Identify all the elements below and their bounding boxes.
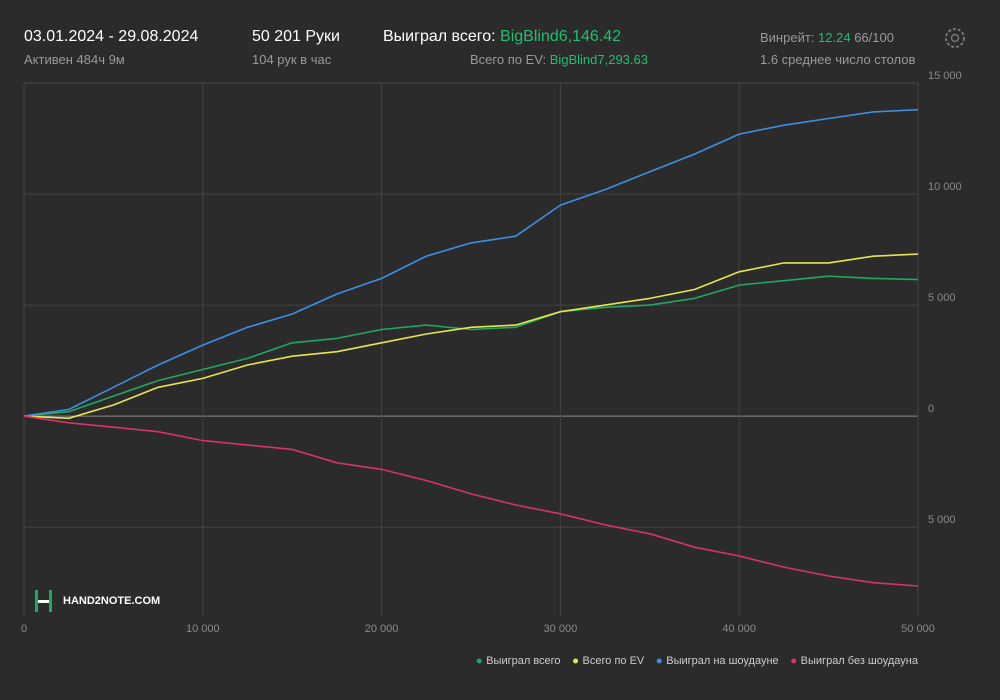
legend-label: Выиграл без шоудауна: [801, 655, 919, 667]
series-line: [23, 108, 919, 417]
legend-marker: [476, 658, 482, 664]
series-line: [23, 415, 919, 587]
legend-marker: [656, 658, 662, 664]
y-tick-label: 5 000: [928, 514, 956, 526]
grid: [23, 82, 919, 616]
ev-label: Всего по EV:: [470, 52, 547, 67]
series-line: [23, 253, 919, 420]
legend-marker: [573, 658, 579, 664]
y-tick-label: 5 000: [928, 292, 956, 304]
ev-total: Всего по EV: BigBlind7,293.63: [470, 52, 648, 67]
y-tick-label: 10 000: [928, 181, 962, 193]
x-tick-label: 30 000: [544, 623, 578, 635]
tables: 1.6 среднее число столов: [760, 52, 916, 67]
y-tick-label: 15 000: [928, 70, 962, 82]
logo-icon: [35, 590, 52, 612]
x-tick-label: 40 000: [722, 623, 756, 635]
x-tick-label: 50 000: [901, 623, 935, 635]
winrate: Винрейт: 12.24 66/100: [760, 30, 894, 45]
date-range: 03.01.2024 - 29.08.2024: [24, 28, 199, 45]
legend-label: Выиграл на шоудауне: [666, 655, 778, 667]
settings-icon[interactable]: [945, 28, 965, 48]
winrate-ratio: 66/100: [854, 30, 894, 45]
x-tick-label: 10 000: [186, 623, 220, 635]
x-tick-label: 0: [21, 623, 27, 635]
active-time: Активен 484ч 9м: [24, 52, 125, 67]
legend-label: Выиграл всего: [486, 655, 560, 667]
series-line: [23, 275, 919, 417]
legend-marker: [791, 658, 797, 664]
hands: 50 201 Руки: [252, 28, 340, 45]
y-tick-label: 0: [928, 403, 934, 415]
logo: HAND2NOTE.COM: [63, 595, 160, 607]
won-total: Выиграл всего: BigBlind6,146.42: [383, 28, 621, 46]
ev-value: BigBlind7,293.63: [549, 52, 648, 67]
winrate-label: Винрейт:: [760, 30, 815, 45]
winrate-value: 12.24: [818, 30, 851, 45]
legend-label: Всего по EV: [583, 655, 645, 667]
won-value: BigBlind6,146.42: [500, 28, 622, 45]
won-label: Выиграл всего:: [383, 28, 496, 45]
x-tick-label: 20 000: [365, 623, 399, 635]
hands-per-hour: 104 рук в час: [252, 52, 332, 67]
